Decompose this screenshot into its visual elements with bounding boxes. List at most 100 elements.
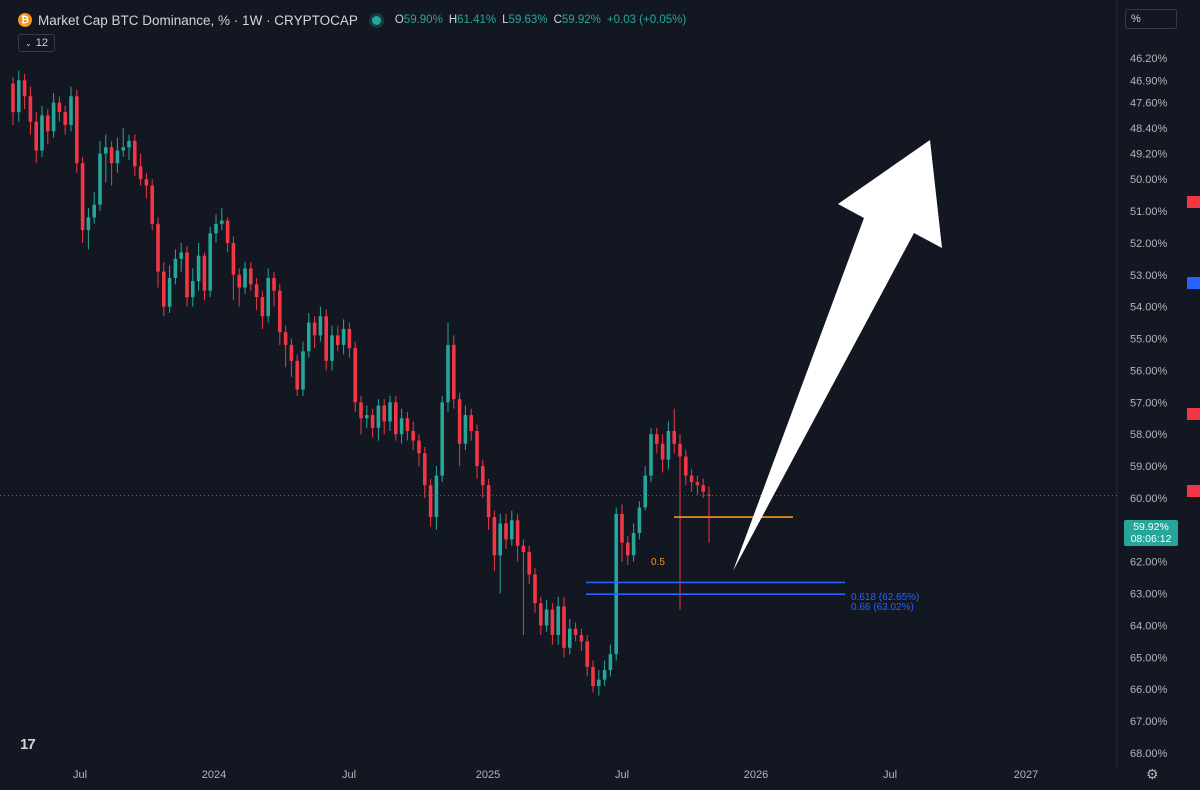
alert-marker[interactable] bbox=[1187, 485, 1200, 497]
symbol-header: ₿ Market Cap BTC Dominance, % · 1W · CRY… bbox=[18, 10, 686, 30]
candle bbox=[80, 156, 85, 243]
gear-icon[interactable]: ⚙ bbox=[1146, 766, 1159, 782]
alert-marker[interactable] bbox=[1187, 277, 1200, 289]
candle bbox=[69, 86, 73, 132]
candle bbox=[17, 70, 21, 122]
candle bbox=[133, 134, 137, 176]
alert-marker[interactable] bbox=[1187, 408, 1200, 420]
candlestick-series bbox=[11, 70, 711, 696]
candle bbox=[63, 105, 67, 135]
candle bbox=[689, 469, 694, 492]
unit-selector[interactable]: % bbox=[1125, 9, 1177, 29]
x-tick-label: Jul bbox=[615, 769, 629, 781]
candle bbox=[399, 408, 404, 444]
price-axis[interactable]: 46.20% 46.90% 47.60% 48.40% 49.20% 50.00% 51.0… bbox=[1130, 53, 1168, 760]
candle bbox=[191, 268, 195, 307]
candle bbox=[278, 284, 282, 345]
candle bbox=[376, 399, 381, 441]
candle bbox=[75, 89, 79, 173]
candle bbox=[173, 249, 178, 285]
candle bbox=[382, 399, 386, 435]
y-tick-label: 62.00% bbox=[1130, 557, 1168, 569]
candle bbox=[660, 434, 665, 473]
indicators-toggle-button[interactable]: ⌄ 12 bbox=[18, 34, 55, 52]
up-arrow-annotation bbox=[733, 140, 942, 571]
candle bbox=[162, 262, 166, 317]
x-tick-label: Jul bbox=[73, 769, 87, 781]
candle bbox=[318, 306, 323, 342]
alert-marker[interactable] bbox=[1187, 196, 1200, 208]
candle bbox=[428, 478, 433, 527]
candle bbox=[562, 596, 566, 658]
candle bbox=[11, 77, 15, 125]
candle bbox=[121, 128, 125, 157]
y-tick-label: 67.00% bbox=[1130, 716, 1168, 728]
candle bbox=[220, 207, 224, 231]
candle bbox=[86, 207, 91, 250]
candle bbox=[92, 191, 96, 224]
last-price-value: 59.92% bbox=[1133, 521, 1169, 533]
y-tick-label: 47.60% bbox=[1130, 98, 1168, 110]
fib-label-0-66: 0.66 (63.02%) bbox=[851, 602, 914, 613]
indicators-count: 12 bbox=[35, 37, 48, 49]
candle bbox=[591, 660, 595, 693]
candle bbox=[109, 140, 114, 186]
candle bbox=[150, 179, 154, 231]
candle bbox=[475, 424, 479, 479]
candle bbox=[510, 510, 514, 546]
symbol-title[interactable]: Market Cap BTC Dominance, % · 1W · CRYPT… bbox=[38, 12, 358, 28]
candle bbox=[417, 434, 421, 467]
x-tick-label: Jul bbox=[883, 769, 897, 781]
candle bbox=[423, 446, 427, 498]
candle bbox=[608, 644, 613, 677]
fib-label-0-618: 0.618 (62.65%) bbox=[851, 592, 920, 603]
y-tick-label: 46.20% bbox=[1130, 53, 1168, 65]
x-tick-label: Jul bbox=[342, 769, 356, 781]
candle bbox=[237, 268, 241, 307]
candle bbox=[370, 408, 375, 438]
candle bbox=[324, 309, 328, 371]
candle bbox=[457, 392, 462, 467]
candle bbox=[463, 405, 468, 451]
candle bbox=[127, 134, 131, 161]
candle bbox=[28, 86, 33, 135]
time-axis[interactable]: Jul 2024 Jul 2025 Jul 2026 Jul 2027 bbox=[73, 769, 1038, 781]
y-tick-label: 59.00% bbox=[1130, 461, 1168, 473]
candle bbox=[568, 619, 572, 655]
candle bbox=[138, 153, 143, 186]
candle bbox=[249, 262, 253, 291]
candle bbox=[365, 405, 369, 428]
candle bbox=[307, 313, 311, 358]
candle bbox=[672, 408, 676, 454]
candle bbox=[492, 510, 497, 572]
fibonacci-levels[interactable] bbox=[586, 516, 845, 596]
candle bbox=[649, 427, 653, 483]
candle bbox=[98, 140, 102, 212]
candle bbox=[521, 539, 526, 636]
candle bbox=[289, 338, 294, 377]
y-tick-label: 48.40% bbox=[1130, 123, 1168, 135]
ohlc-values: O59.90% H61.41% L59.63% C59.92% bbox=[395, 14, 601, 26]
candle bbox=[684, 450, 688, 486]
candle bbox=[272, 271, 276, 307]
candle bbox=[597, 670, 601, 696]
y-tick-label: 68.00% bbox=[1130, 748, 1168, 760]
candle bbox=[301, 341, 305, 396]
candle bbox=[394, 395, 398, 441]
candle bbox=[666, 421, 671, 470]
candle bbox=[214, 214, 218, 243]
y-tick-label: 60.00% bbox=[1130, 493, 1168, 505]
candle bbox=[643, 466, 647, 511]
candle bbox=[446, 322, 450, 412]
y-tick-label: 46.90% bbox=[1130, 75, 1168, 87]
candle bbox=[579, 628, 584, 651]
candle bbox=[185, 246, 189, 307]
y-tick-label: 55.00% bbox=[1130, 334, 1168, 346]
candle bbox=[626, 536, 630, 565]
x-tick-label: 2026 bbox=[744, 769, 768, 781]
candle bbox=[411, 421, 415, 451]
candle bbox=[481, 459, 485, 498]
candle bbox=[22, 73, 27, 110]
candle bbox=[701, 478, 705, 498]
